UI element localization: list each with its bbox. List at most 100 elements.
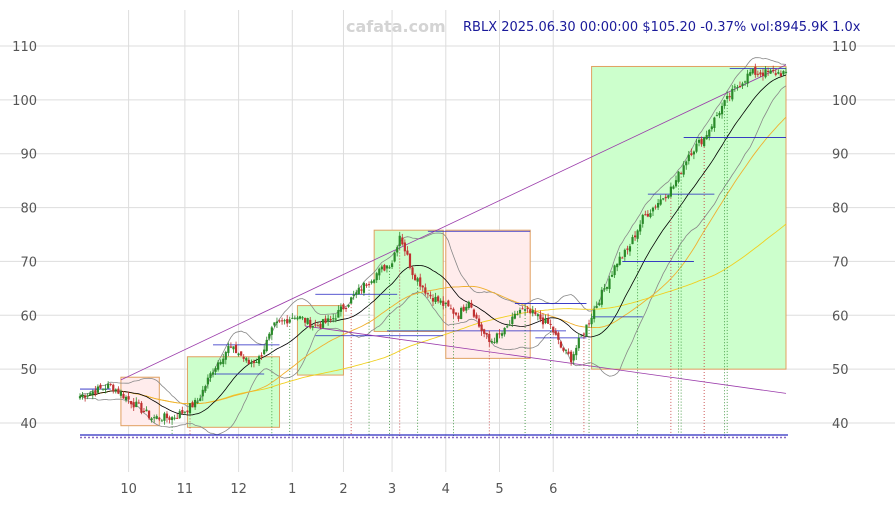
candle-body [477,318,481,327]
candle [194,397,197,410]
candle-body [498,333,501,335]
x-tick: 4 [442,482,450,497]
candle-body [265,339,268,351]
candle [631,234,634,245]
candle-body [493,341,496,343]
candle [104,384,107,394]
price-box [591,65,787,370]
candle [132,398,135,411]
candle-body [577,337,580,349]
candle-body [754,66,757,75]
candle [209,371,212,382]
candle-body [680,173,683,175]
candle-body [669,186,672,197]
candle [311,325,314,331]
candle-body [306,318,309,325]
candle-body [646,213,649,217]
candle-body [442,300,445,306]
candle-body [685,161,688,166]
y-axis-right: 40 50 60 70 80 90 100 110 [832,40,857,432]
candle-body [452,308,455,314]
candle [708,128,711,141]
y-tick-left: 110 [12,40,37,55]
candle-body [388,267,391,269]
candle-body [188,403,192,414]
candle-body [616,263,619,268]
candle [222,353,225,368]
candle-body [329,318,332,320]
candle [692,150,696,160]
candle-body [695,143,698,152]
candle-body [462,306,465,311]
candle-body [319,323,322,328]
candle-body [582,333,586,335]
candle-body [114,389,117,391]
candle [227,342,230,357]
candle [229,342,233,349]
candle-body [355,292,358,295]
trend-line [120,64,787,381]
candle-body [109,383,112,385]
candle-body [393,252,396,262]
y-tick-right: 80 [832,202,849,217]
x-tick: 3 [388,482,396,497]
candle-body [350,297,353,304]
candle [137,399,140,404]
candle [370,279,373,285]
candle [329,315,332,323]
candle [155,414,158,420]
candle-body [779,73,782,77]
candle-body [449,308,453,310]
candle [142,407,146,413]
candle-body [605,286,609,289]
candle-body [439,300,442,303]
candle-body [728,96,731,98]
candle [176,413,179,419]
candle-body [534,311,537,315]
candle-body [339,306,343,312]
candle-body [529,309,532,314]
candle-body [518,309,522,314]
x-tick: 11 [177,482,194,497]
candle-body [654,206,657,208]
candle [547,313,550,324]
lower-band [79,85,787,435]
candle [306,317,309,325]
candle-body [431,298,435,302]
candle [769,68,772,74]
candle-body [94,390,97,395]
candle-body [756,73,759,75]
candle [772,65,775,74]
candle [477,315,481,328]
candle-body [401,237,404,245]
x-tick: 5 [495,482,503,497]
candle [605,286,609,291]
candle [314,319,317,328]
candle [350,296,353,305]
y-tick-right: 70 [832,255,849,270]
candle-body [674,180,678,187]
candle [160,418,163,422]
candle [101,388,105,391]
watermark: cafata.com [346,17,446,36]
candle-body [483,329,486,334]
candle [431,294,435,307]
candle-body [613,265,616,276]
candle [641,213,644,228]
candle [124,395,128,403]
candle-body [490,341,493,343]
y-tick-left: 100 [12,94,37,109]
candle [240,351,243,356]
candle-body [390,263,394,267]
candle-body [547,318,550,324]
candle-body [549,323,552,325]
candle-body [168,417,171,420]
candle [357,284,360,295]
candle-body [570,351,573,363]
candle-body [567,351,570,354]
candle [710,123,713,132]
candle [168,415,171,424]
candle-body [178,411,181,418]
candle [718,111,721,119]
candle [286,315,289,328]
